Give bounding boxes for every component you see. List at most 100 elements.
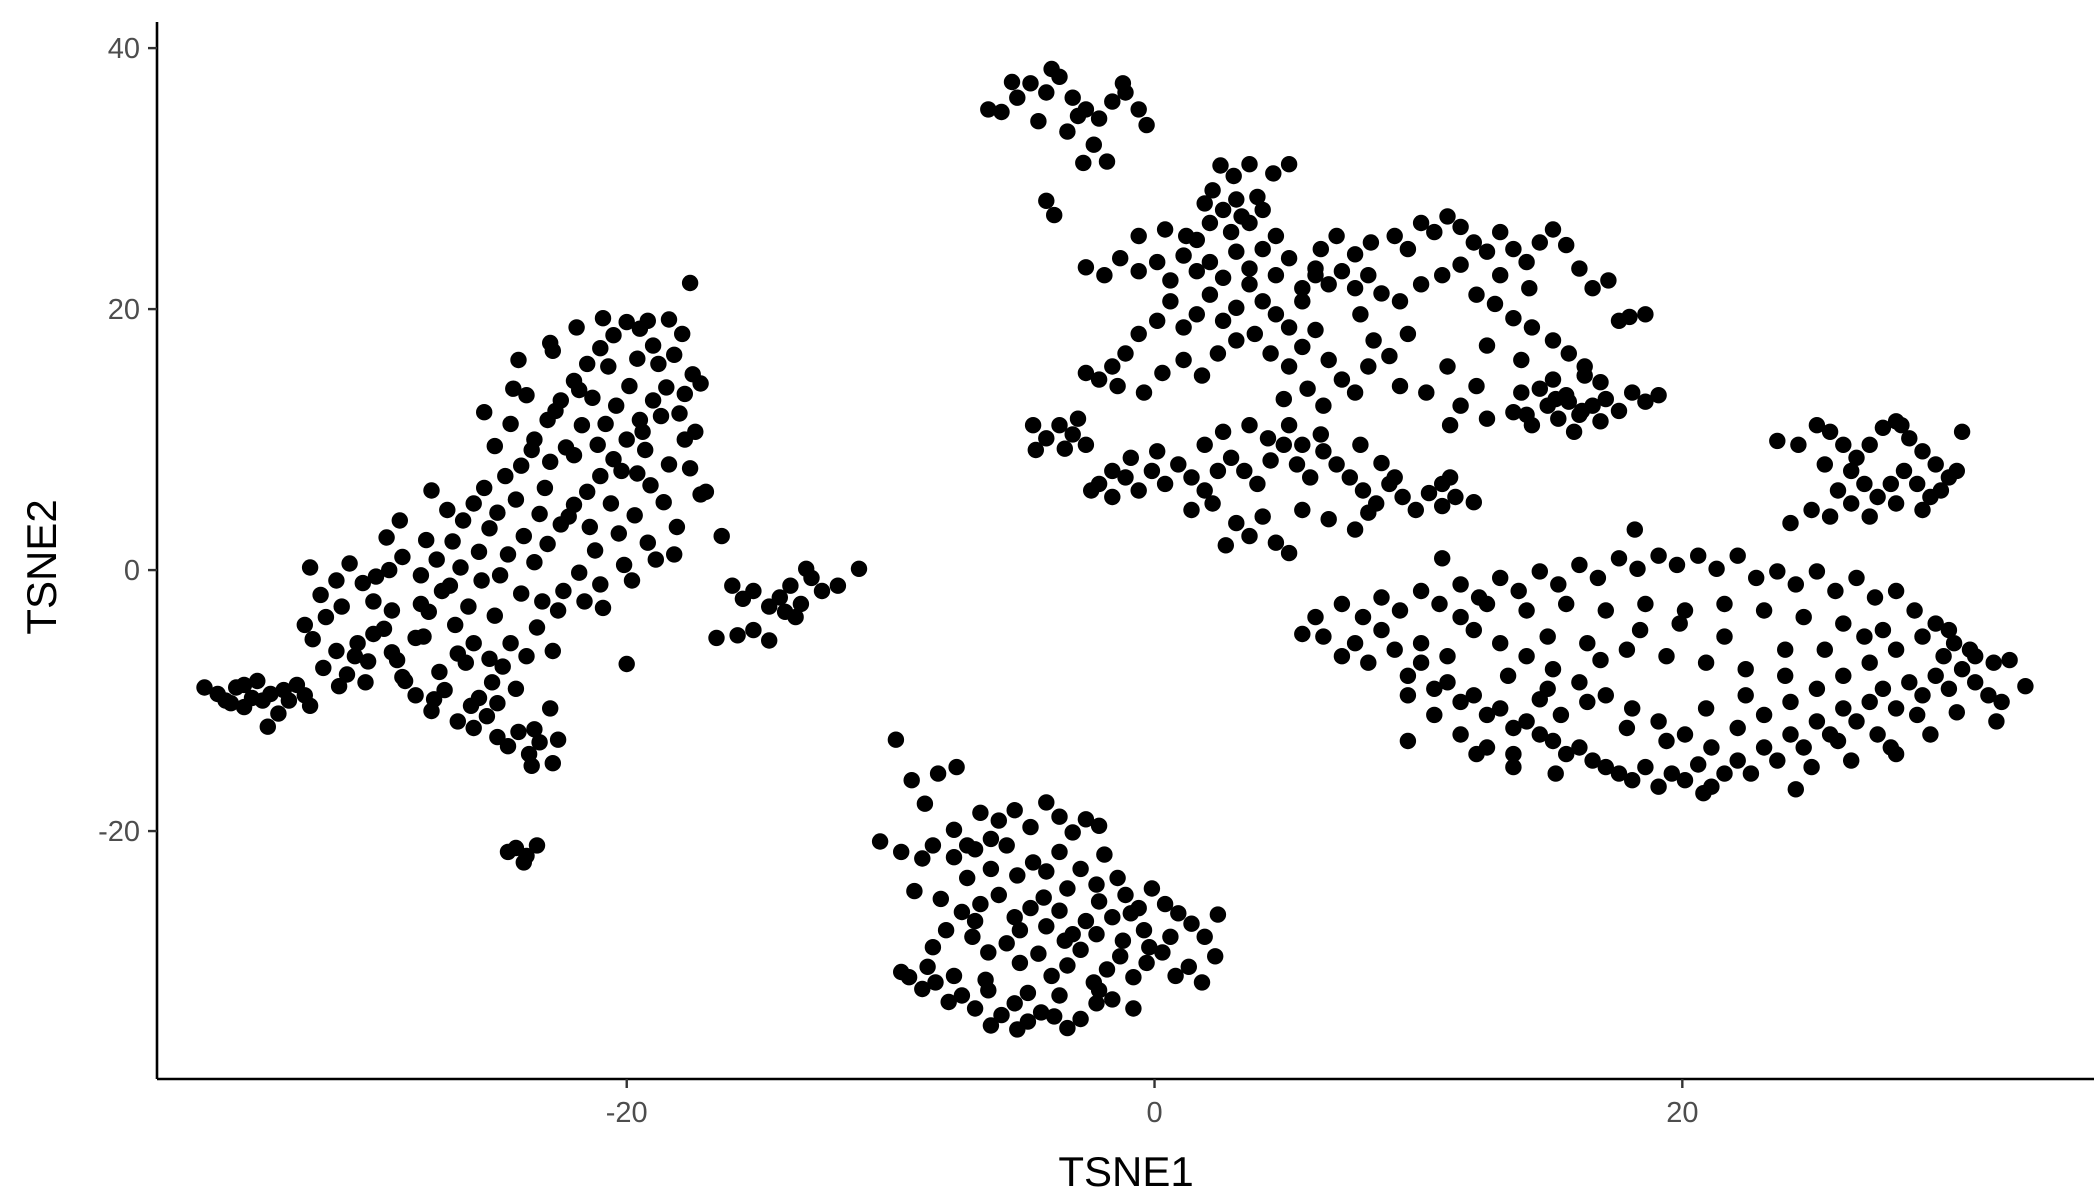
data-point: [1024, 854, 1042, 871]
data-point: [528, 619, 546, 636]
data-point: [1138, 954, 1155, 972]
data-point: [1597, 390, 1615, 408]
data-point: [423, 482, 440, 499]
data-point: [378, 529, 395, 546]
data-point: [1391, 602, 1409, 619]
data-point: [713, 527, 730, 545]
data-point: [1196, 195, 1213, 212]
data-point: [1138, 116, 1155, 134]
data-point: [526, 554, 543, 571]
data-point: [1125, 1000, 1142, 1017]
data-point: [1201, 286, 1219, 303]
data-point: [1782, 693, 1799, 711]
data-point: [1637, 595, 1654, 613]
data-point: [1312, 240, 1330, 258]
data-point: [1386, 469, 1403, 486]
data-point: [924, 837, 942, 854]
data-point: [597, 415, 614, 433]
data-point: [354, 574, 371, 592]
data-point: [1439, 208, 1456, 225]
data-point: [674, 325, 691, 343]
data-point: [1434, 497, 1451, 515]
data-point: [544, 755, 561, 772]
data-point: [1399, 667, 1417, 684]
data-point: [1267, 227, 1285, 245]
data-point: [1808, 680, 1826, 697]
data-point: [518, 387, 535, 404]
data-point: [330, 678, 348, 695]
data-point: [600, 358, 617, 375]
data-point: [1624, 772, 1641, 789]
data-point: [494, 658, 511, 675]
data-point: [1452, 693, 1469, 711]
data-point: [1552, 706, 1570, 724]
data-point: [1088, 876, 1105, 893]
data-point: [1729, 719, 1746, 737]
data-point: [1940, 621, 1958, 639]
data-point: [439, 501, 456, 519]
data-point: [1156, 475, 1174, 493]
data-point: [1214, 269, 1232, 286]
data-point: [301, 697, 319, 714]
data-point: [1452, 576, 1469, 593]
data-point: [982, 1017, 1000, 1034]
data-point: [1024, 417, 1042, 434]
data-point: [1478, 739, 1496, 756]
data-point: [518, 648, 535, 665]
data-point: [1228, 514, 1245, 532]
data-point: [1539, 628, 1556, 645]
data-point: [1439, 358, 1456, 375]
data-point: [1307, 608, 1324, 626]
data-point: [1056, 440, 1074, 457]
data-point: [1280, 156, 1298, 173]
data-point: [573, 417, 591, 434]
data-point: [1531, 380, 1549, 397]
data-point: [2001, 651, 2018, 669]
data-point: [1043, 967, 1060, 985]
data-point: [953, 987, 971, 1004]
data-point: [621, 377, 638, 395]
data-point: [1861, 508, 1878, 525]
data-point: [1341, 469, 1359, 486]
data-point: [1550, 410, 1567, 427]
data-point: [381, 561, 398, 579]
data-point: [542, 453, 559, 470]
data-point: [317, 608, 335, 626]
data-point: [571, 564, 588, 581]
data-point: [1214, 423, 1232, 440]
y-tick-label: 0: [124, 555, 140, 587]
data-point: [1399, 240, 1417, 258]
data-point: [1302, 469, 1319, 486]
data-point: [1835, 667, 1852, 684]
data-point: [1439, 674, 1456, 691]
data-point: [1571, 260, 1588, 277]
data-point: [1579, 693, 1596, 711]
data-point: [1914, 443, 1931, 460]
data-point: [1365, 332, 1382, 349]
data-point: [1729, 547, 1746, 564]
data-point: [1869, 488, 1886, 506]
data-point: [1360, 358, 1377, 375]
data-point: [1716, 595, 1733, 613]
data-point: [637, 441, 654, 459]
data-point: [982, 860, 1000, 878]
data-point: [346, 648, 364, 665]
data-point: [1782, 726, 1799, 743]
data-point: [1294, 338, 1311, 356]
data-point: [1637, 758, 1654, 776]
data-point: [280, 692, 298, 709]
data-point: [1544, 732, 1562, 750]
data-point: [1676, 726, 1694, 743]
data-point: [1104, 909, 1121, 926]
data-point: [1022, 75, 1039, 92]
data-point: [1360, 267, 1377, 284]
data-point: [1075, 154, 1092, 172]
data-point: [465, 719, 482, 737]
x-axis-title: TSNE1: [1058, 1148, 1193, 1195]
data-point: [1420, 484, 1438, 502]
data-point: [605, 451, 622, 468]
data-point: [1294, 625, 1311, 643]
data-point: [1887, 495, 1905, 512]
data-point: [1201, 214, 1219, 232]
data-point: [945, 849, 963, 866]
